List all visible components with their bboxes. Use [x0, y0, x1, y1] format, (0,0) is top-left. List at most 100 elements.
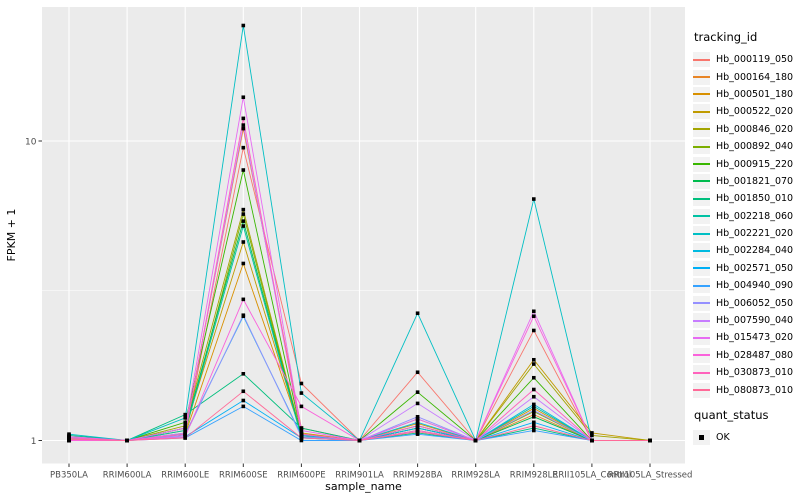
- legend-item-Hb_002284_040: Hb_002284_040: [693, 242, 798, 259]
- x-tick-label: RRIM928BA: [393, 471, 443, 481]
- legend-item-Hb_015473_020: Hb_015473_020: [693, 329, 798, 346]
- legend-key: [693, 86, 710, 102]
- legend-item-Hb_000501_180: Hb_000501_180: [693, 86, 798, 103]
- legend-item-Hb_002221_020: Hb_002221_020: [693, 225, 798, 242]
- panel-background: [42, 7, 685, 464]
- data-point: [532, 423, 536, 428]
- data-point: [241, 313, 246, 318]
- legend-item-label: OK: [716, 432, 730, 443]
- data-point: [532, 375, 536, 380]
- legend-line-swatch: [693, 215, 710, 218]
- data-point: [241, 116, 246, 121]
- legend-key: [693, 208, 710, 224]
- legend-key: [693, 139, 710, 155]
- data-point: [183, 426, 187, 430]
- legend-items: Hb_000119_050 Hb_000164_180 Hb_000501_180 H…: [693, 51, 798, 399]
- legend-line-swatch: [693, 336, 710, 339]
- legend-key: [693, 295, 710, 311]
- data-point: [241, 398, 246, 403]
- data-point: [590, 433, 594, 438]
- data-point: [415, 417, 420, 421]
- legend-key: [693, 69, 710, 85]
- legend-item-Hb_000915_220: Hb_000915_220: [693, 155, 798, 172]
- legend-item-label: Hb_000119_050: [716, 54, 794, 66]
- data-point: [183, 416, 187, 420]
- legend-key: [693, 173, 710, 189]
- legend-line-swatch: [693, 389, 710, 392]
- data-point: [241, 145, 246, 150]
- legend-item-label: Hb_000522_020: [716, 106, 794, 118]
- legend-key: [693, 278, 710, 294]
- data-point: [241, 297, 246, 302]
- data-point: [67, 437, 71, 442]
- legend-line-swatch: [693, 371, 710, 374]
- data-point: [415, 432, 420, 436]
- data-point: [532, 404, 536, 409]
- legend-item-label: Hb_000846_020: [716, 123, 794, 135]
- data-point: [241, 219, 246, 223]
- x-tick-label: RRIM600LA: [103, 471, 152, 481]
- data-point: [532, 394, 536, 399]
- x-tick-label: RRIM901LA: [335, 471, 384, 481]
- data-point: [241, 224, 246, 228]
- legend-key: [693, 226, 710, 242]
- data-point: [241, 126, 246, 131]
- data-point: [299, 381, 304, 386]
- data-point: [532, 406, 536, 411]
- data-point: [241, 207, 246, 212]
- legend-item-label: Hb_002218_060: [716, 210, 794, 222]
- legend-item-Hb_002571_050: Hb_002571_050: [693, 260, 798, 277]
- legend-line-swatch: [693, 302, 710, 305]
- legend-item-label: Hb_000164_180: [716, 71, 794, 83]
- y-axis-title: FPKM + 1: [5, 209, 18, 262]
- data-point: [415, 420, 420, 425]
- data-point: [241, 404, 246, 409]
- data-point: [241, 389, 246, 394]
- legend-line-swatch: [693, 58, 710, 61]
- legend-key: [693, 365, 710, 381]
- legend-key: [693, 104, 710, 120]
- legend-line-swatch: [693, 110, 710, 113]
- data-point: [532, 387, 536, 392]
- data-point: [532, 314, 536, 319]
- legend-key: [693, 156, 710, 172]
- legend-item-label: Hb_080873_010: [716, 384, 794, 396]
- x-tick-label: RRIM600SE: [219, 471, 268, 481]
- legend-item-Hb_002218_060: Hb_002218_060: [693, 208, 798, 225]
- data-point: [532, 420, 536, 425]
- data-point: [241, 123, 246, 127]
- legend-key: [693, 382, 710, 398]
- legend-item-Hb_004940_090: Hb_004940_090: [693, 277, 798, 294]
- data-point: [532, 357, 536, 362]
- legend-item-label: Hb_000892_040: [716, 141, 794, 153]
- data-point: [299, 391, 304, 395]
- data-point: [532, 197, 536, 201]
- legend-item-ok: OK: [693, 429, 798, 446]
- x-tick-label: RRIM928LE: [510, 471, 558, 481]
- data-point: [532, 426, 536, 430]
- legend-item-label: Hb_004940_090: [716, 280, 794, 292]
- data-point: [473, 438, 478, 443]
- data-point: [67, 432, 71, 436]
- data-points: [67, 23, 652, 443]
- legend-line-swatch: [693, 197, 710, 200]
- legend-item-label: Hb_002221_020: [716, 228, 794, 240]
- data-point: [183, 428, 187, 433]
- x-tick-label: RRIM600PE: [277, 471, 325, 481]
- data-point: [299, 438, 304, 443]
- legend-item-Hb_000164_180: Hb_000164_180: [693, 68, 798, 85]
- legend-item-Hb_030873_010: Hb_030873_010: [693, 364, 798, 381]
- legend-item-Hb_000892_040: Hb_000892_040: [693, 138, 798, 155]
- data-point: [183, 420, 187, 425]
- data-point: [532, 412, 536, 417]
- data-point: [415, 401, 420, 406]
- data-point: [183, 412, 187, 417]
- data-point: [415, 423, 420, 428]
- legend-item-Hb_028487_080: Hb_028487_080: [693, 347, 798, 364]
- legend-line-swatch: [693, 249, 710, 252]
- x-tick-label: RRIM928LA: [451, 471, 500, 481]
- legend-key: [693, 347, 710, 363]
- y-tick-label-10: 10: [25, 138, 37, 148]
- legend-line-swatch: [693, 145, 710, 148]
